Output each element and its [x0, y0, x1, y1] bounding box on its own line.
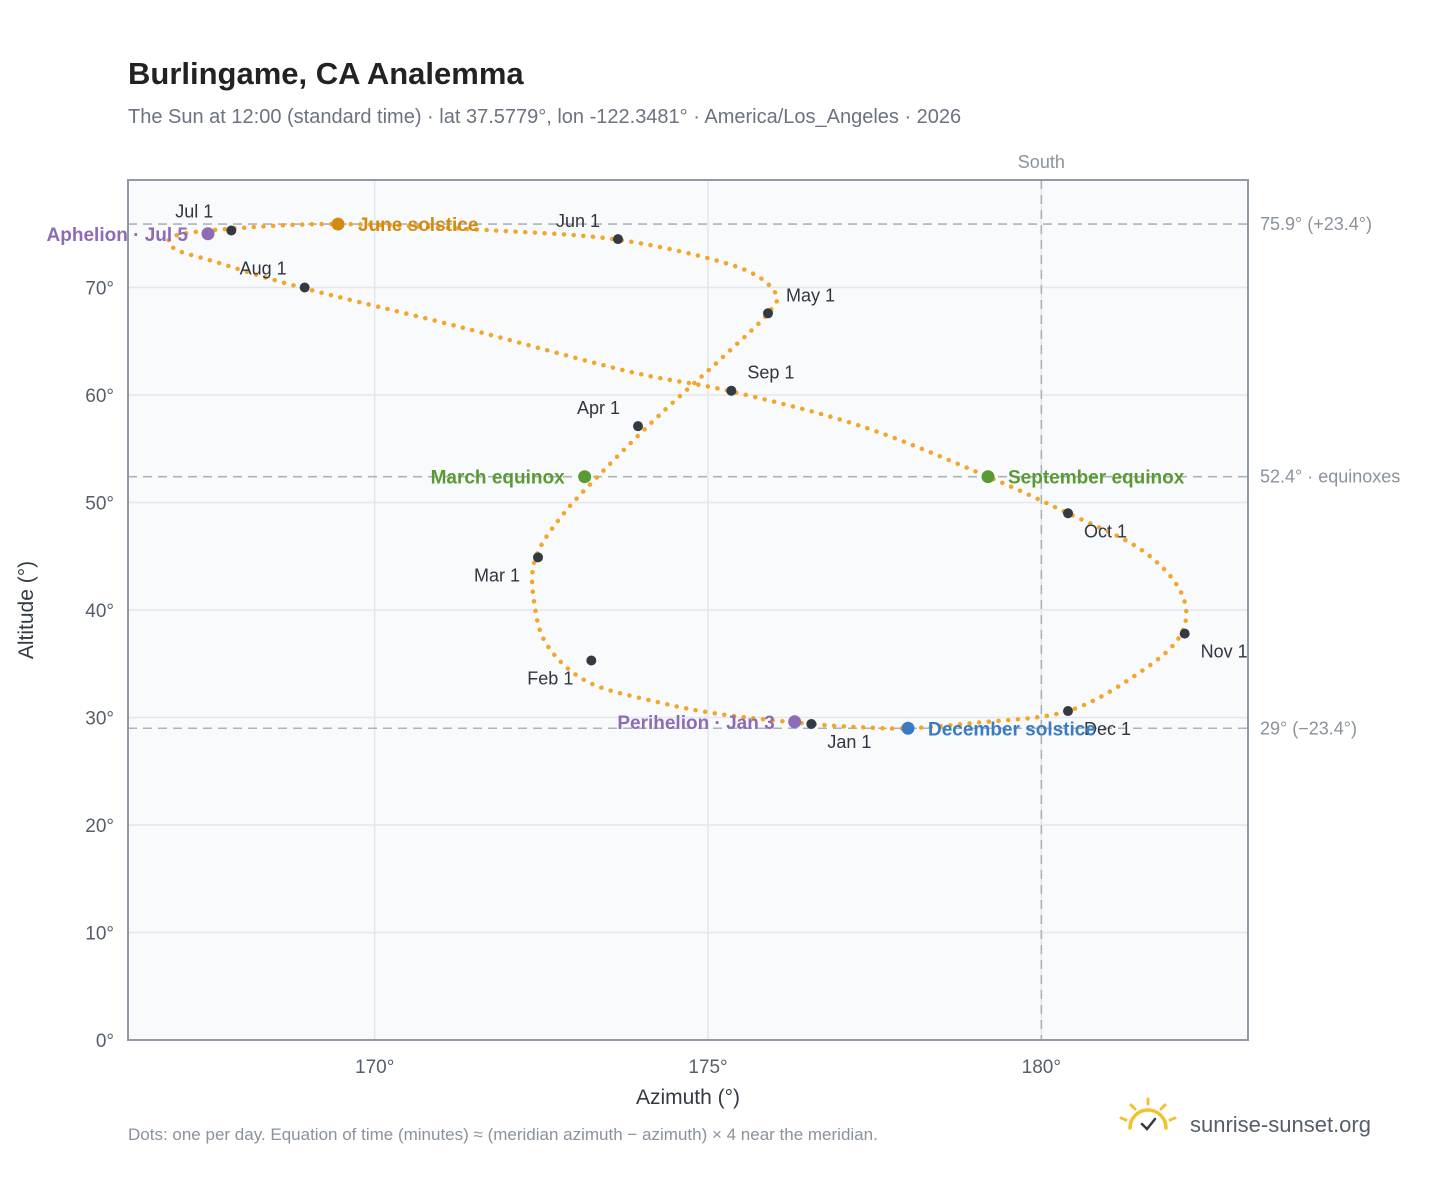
y-tick-label: 0° — [96, 1031, 114, 1052]
chart-subtitle: The Sun at 12:00 (standard time) · lat 3… — [128, 106, 961, 128]
x-axis-label: Azimuth (°) — [636, 1086, 740, 1109]
month-marker — [763, 308, 773, 319]
month-label: Oct 1 — [1084, 521, 1127, 541]
month-label: Nov 1 — [1201, 642, 1248, 662]
month-label: Jan 1 — [827, 732, 871, 752]
y-tick-label: 30° — [85, 709, 114, 730]
x-tick-label: 180° — [1022, 1057, 1061, 1078]
month-label: Jun 1 — [556, 211, 600, 231]
sun-logo-icon — [1119, 1097, 1177, 1131]
month-marker — [226, 225, 237, 236]
analemma-daily-dots — [166, 221, 1189, 731]
month-marker — [1063, 508, 1073, 519]
reference-line-label: 29° (−23.4°) — [1260, 718, 1357, 738]
y-tick-label: 60° — [85, 386, 114, 407]
event-marker — [788, 715, 802, 729]
event-label: March equinox — [431, 468, 566, 489]
y-axis-label: Altitude (°) — [15, 561, 38, 659]
chart-title: Burlingame, CA Analemma — [128, 56, 524, 91]
month-label: Aug 1 — [240, 259, 287, 279]
event-marker — [331, 217, 345, 231]
month-label: Jul 1 — [175, 202, 213, 222]
reference-line-label: 52.4° · equinoxes — [1260, 467, 1400, 487]
y-tick-label: 10° — [85, 924, 114, 945]
month-marker — [613, 234, 623, 245]
month-label: Mar 1 — [474, 565, 520, 585]
event-label: September equinox — [1008, 468, 1185, 489]
month-marker — [633, 421, 643, 432]
y-tick-label: 40° — [85, 601, 114, 622]
month-marker — [1063, 706, 1073, 717]
analemma-path — [166, 221, 1189, 731]
footnote: Dots: one per day. Equation of time (min… — [128, 1125, 878, 1144]
month-label: Feb 1 — [527, 669, 573, 689]
plot-border — [127, 179, 1249, 1041]
month-markers: Jan 1 Feb 1 Mar 1 Apr 1 May 1 Jun 1 Jul 1 Aug 1… — [175, 202, 1247, 752]
month-label: Dec 1 — [1084, 719, 1131, 739]
event-label: June solstice — [358, 215, 478, 236]
event-label: Aphelion · Jul 5 — [47, 225, 189, 246]
y-tick-label: 20° — [85, 816, 114, 837]
month-label: May 1 — [786, 285, 835, 305]
event-marker — [201, 227, 215, 241]
y-tick-label: 70° — [85, 279, 114, 300]
month-label: Sep 1 — [747, 363, 794, 383]
south-label: South — [1018, 152, 1065, 172]
event-marker — [578, 470, 592, 484]
reference-lines: South 75.9° (+23.4°) 52.4° · equinoxes 29° … — [128, 152, 1400, 1040]
event-markers: June solstice Aphelion · Jul 5 March equin… — [47, 215, 1185, 740]
brand-logo[interactable]: sunrise-sunset.org — [1119, 1097, 1371, 1137]
event-marker — [901, 721, 915, 735]
plot-frame — [127, 179, 1249, 1041]
month-marker — [726, 385, 737, 396]
y-tick-label: 50° — [85, 494, 114, 515]
month-marker — [299, 282, 310, 293]
x-tick-label: 170° — [355, 1057, 394, 1078]
event-label: Perihelion · Jan 3 — [617, 713, 774, 734]
month-marker — [806, 718, 817, 729]
month-marker — [533, 552, 543, 563]
x-tick-label: 175° — [688, 1057, 727, 1078]
event-marker — [981, 470, 995, 484]
axis-ticks: 170° 175° 180° 0° 10° 20° 30° 40° 50° 60° 70° — [85, 279, 1061, 1079]
event-label: December solstice — [928, 719, 1096, 740]
month-marker — [1179, 628, 1190, 639]
month-marker — [586, 655, 597, 666]
reference-line-label: 75.9° (+23.4°) — [1260, 214, 1372, 234]
brand-name: sunrise-sunset.org — [1190, 1112, 1371, 1137]
month-label: Apr 1 — [577, 398, 620, 418]
